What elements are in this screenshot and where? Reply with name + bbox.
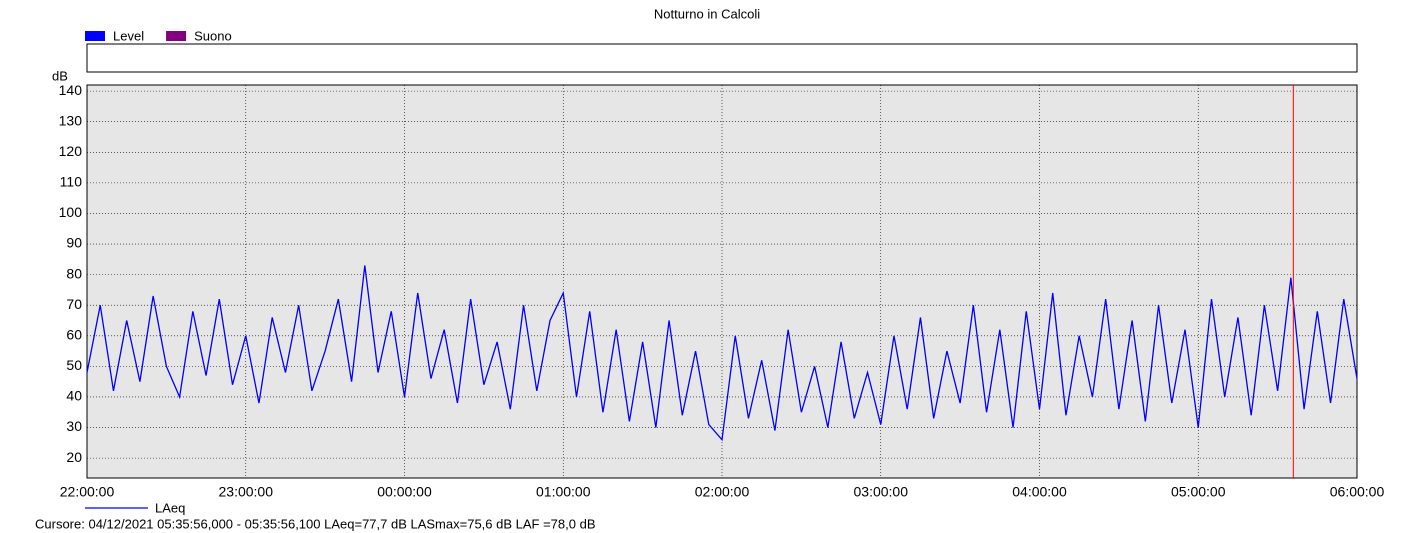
y-tick-label: 30 bbox=[66, 418, 82, 434]
y-unit: dB bbox=[52, 68, 68, 83]
legend-label: LAeq bbox=[155, 500, 185, 515]
x-tick-label: 23:00:00 bbox=[219, 484, 274, 500]
footer: Cursore: 04/12/2021 05:35:56,000 - 05:35… bbox=[35, 516, 596, 531]
y-tick-label: 140 bbox=[59, 82, 83, 98]
legend-swatch bbox=[166, 31, 187, 41]
y-tick-label: 50 bbox=[66, 357, 82, 373]
x-tick-label: 01:00:00 bbox=[536, 484, 591, 500]
x-tick-label: 03:00:00 bbox=[854, 484, 909, 500]
y-tick-label: 80 bbox=[66, 265, 82, 281]
y-tick-label: 20 bbox=[66, 449, 82, 465]
y-tick-label: 90 bbox=[66, 235, 82, 251]
x-tick-label: 22:00:00 bbox=[60, 484, 115, 500]
x-tick-label: 05:00:00 bbox=[1171, 484, 1226, 500]
event-strip bbox=[86, 43, 1358, 73]
legend-swatch bbox=[85, 31, 105, 41]
x-tick-label: 02:00:00 bbox=[695, 484, 750, 500]
plot-area bbox=[86, 84, 1358, 479]
legend-label: Level bbox=[113, 28, 144, 43]
y-tick-label: 120 bbox=[59, 143, 83, 159]
x-tick-label: 04:00:00 bbox=[1012, 484, 1067, 500]
y-tick-label: 60 bbox=[66, 326, 82, 342]
legend-label: Suono bbox=[194, 28, 232, 43]
y-tick-label: 110 bbox=[60, 174, 83, 190]
data-line bbox=[86, 265, 1358, 442]
y-tick-label: 100 bbox=[59, 204, 83, 220]
y-tick-label: 130 bbox=[59, 112, 83, 128]
chart-title: Notturno in Calcoli bbox=[654, 6, 760, 21]
y-tick-label: 40 bbox=[66, 388, 82, 404]
y-tick-label: 70 bbox=[66, 296, 82, 312]
x-tick-label: 00:00:00 bbox=[377, 484, 432, 500]
x-tick-label: 06:00:00 bbox=[1330, 484, 1385, 500]
